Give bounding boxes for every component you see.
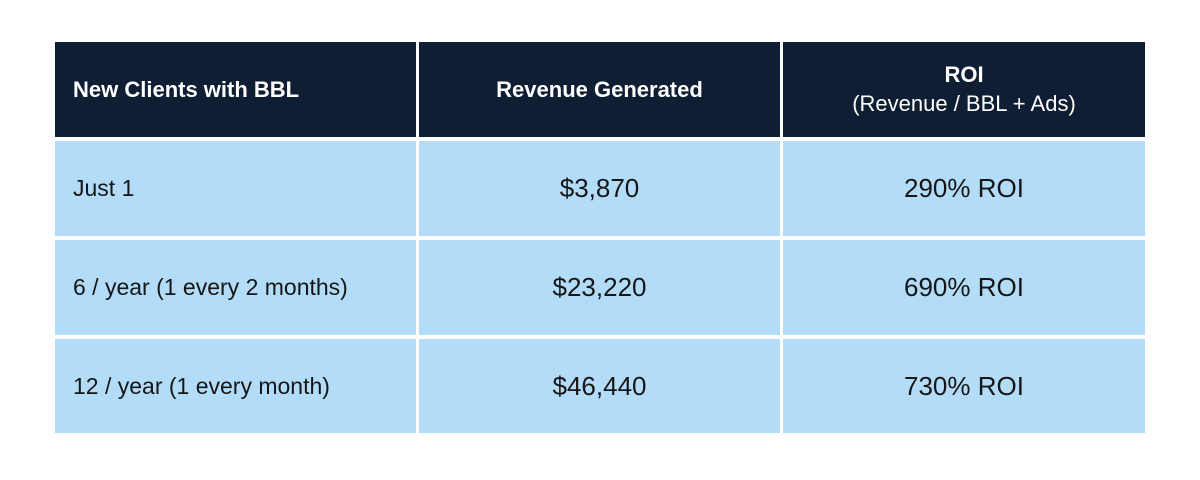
header-roi-title: ROI xyxy=(944,61,984,87)
row-3-revenue: $46,440 xyxy=(419,339,780,433)
header-roi-stack: ROI (Revenue / BBL + Ads) xyxy=(852,61,1076,118)
header-new-clients-label: New Clients with BBL xyxy=(73,76,300,102)
header-roi: ROI (Revenue / BBL + Ads) xyxy=(783,42,1145,137)
header-new-clients: New Clients with BBL xyxy=(55,42,416,137)
header-revenue: Revenue Generated xyxy=(419,42,780,137)
roi-table: New Clients with BBL Revenue Generated R… xyxy=(55,42,1145,433)
row-2-clients: 6 / year (1 every 2 months) xyxy=(55,240,416,335)
row-2-roi-value: 690% ROI xyxy=(904,272,1024,302)
row-1-roi-value: 290% ROI xyxy=(904,173,1024,203)
row-3-clients: 12 / year (1 every month) xyxy=(55,339,416,433)
row-3-revenue-value: $46,440 xyxy=(552,370,647,401)
row-2-revenue: $23,220 xyxy=(419,240,780,335)
row-2-revenue-value: $23,220 xyxy=(552,272,647,302)
row-2-clients-text: 6 / year (1 every 2 months) xyxy=(73,274,348,300)
row-3-roi-value: 730% ROI xyxy=(904,370,1024,401)
row-3-clients-text: 12 / year (1 every month) xyxy=(73,372,330,399)
header-roi-subtitle: (Revenue / BBL + Ads) xyxy=(852,90,1076,116)
row-1-revenue-value: $3,870 xyxy=(559,173,640,203)
row-1-clients-text: Just 1 xyxy=(73,175,135,201)
row-2-roi: 690% ROI xyxy=(783,240,1145,335)
header-revenue-label: Revenue Generated xyxy=(496,76,703,102)
row-1-clients: Just 1 xyxy=(55,141,416,236)
row-1-roi: 290% ROI xyxy=(783,141,1145,236)
row-3-roi: 730% ROI xyxy=(783,339,1145,433)
row-1-revenue: $3,870 xyxy=(419,141,780,236)
